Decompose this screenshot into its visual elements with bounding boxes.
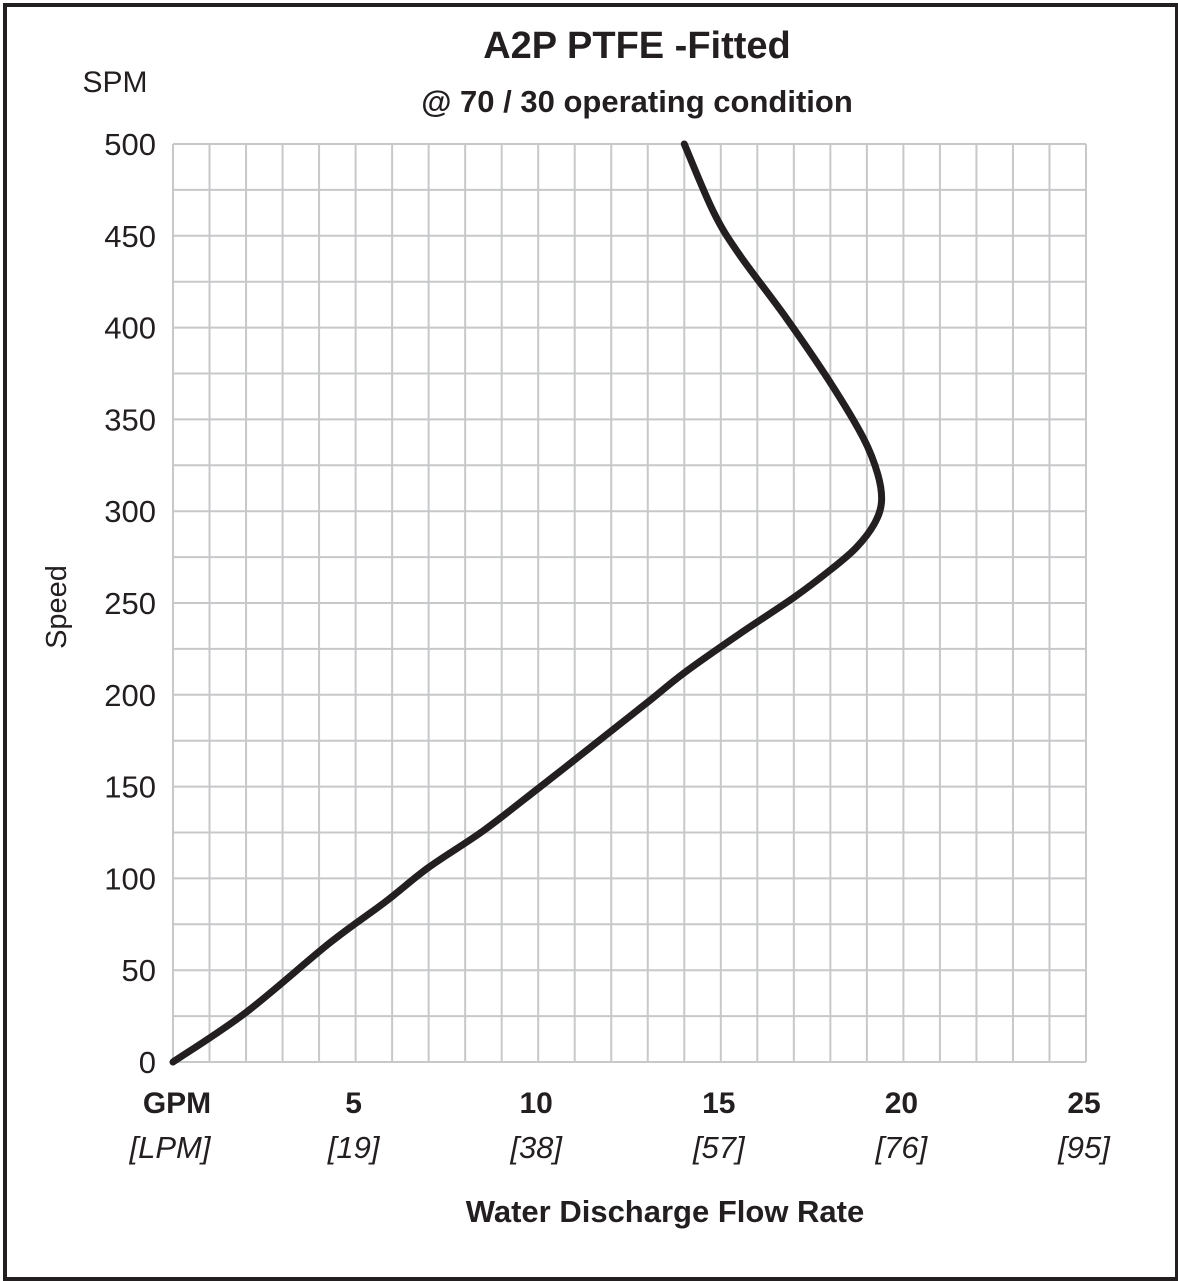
y-tick-label: 300 [104, 494, 156, 529]
x-tick-label: 20 [885, 1087, 918, 1120]
grid [172, 143, 1087, 1063]
y-tick-label: 150 [104, 770, 156, 805]
x-tick-label: 10 [520, 1087, 553, 1120]
series-line [169, 140, 886, 1066]
x-tick-label: 15 [702, 1087, 735, 1120]
x-axis-label: Water Discharge Flow Rate [466, 1194, 865, 1229]
x-tick-sublabel: [76] [875, 1130, 929, 1165]
y-tick-label: 400 [104, 311, 156, 346]
chart-subtitle: @ 70 / 30 operating condition [421, 84, 853, 119]
y-tick-label: 0 [139, 1045, 156, 1080]
chart-title: A2P PTFE -Fitted [483, 25, 791, 67]
x-tick-label: 5 [345, 1087, 362, 1120]
x-tick-sublabel: [19] [327, 1130, 381, 1165]
y-tick-label: 200 [104, 678, 156, 713]
y-tick-label: 350 [104, 402, 156, 437]
x-tick-label: 25 [1067, 1087, 1100, 1120]
tick-labels: 0 50 100 150 200 250 300 350 400 450 500 5 [19] 10 [38… [104, 127, 1111, 1165]
chart-frame [3, 3, 1178, 1281]
series [169, 140, 886, 1066]
x-tick-sublabel: [38] [509, 1130, 563, 1165]
y-unit-label: SPM [82, 66, 147, 99]
y-axis-label: Speed [41, 565, 73, 649]
y-tick-label: 100 [104, 861, 156, 896]
x-tick-sublabel: [95] [1057, 1130, 1111, 1165]
y-tick-label: 450 [104, 219, 156, 254]
y-tick-label: 500 [104, 127, 156, 162]
x-unit-primary-label: GPM [143, 1087, 211, 1120]
x-tick-sublabel: [57] [692, 1130, 746, 1165]
y-tick-label: 250 [104, 586, 156, 621]
x-unit-secondary-label: [LPM] [129, 1130, 212, 1165]
y-tick-label: 50 [122, 953, 156, 988]
